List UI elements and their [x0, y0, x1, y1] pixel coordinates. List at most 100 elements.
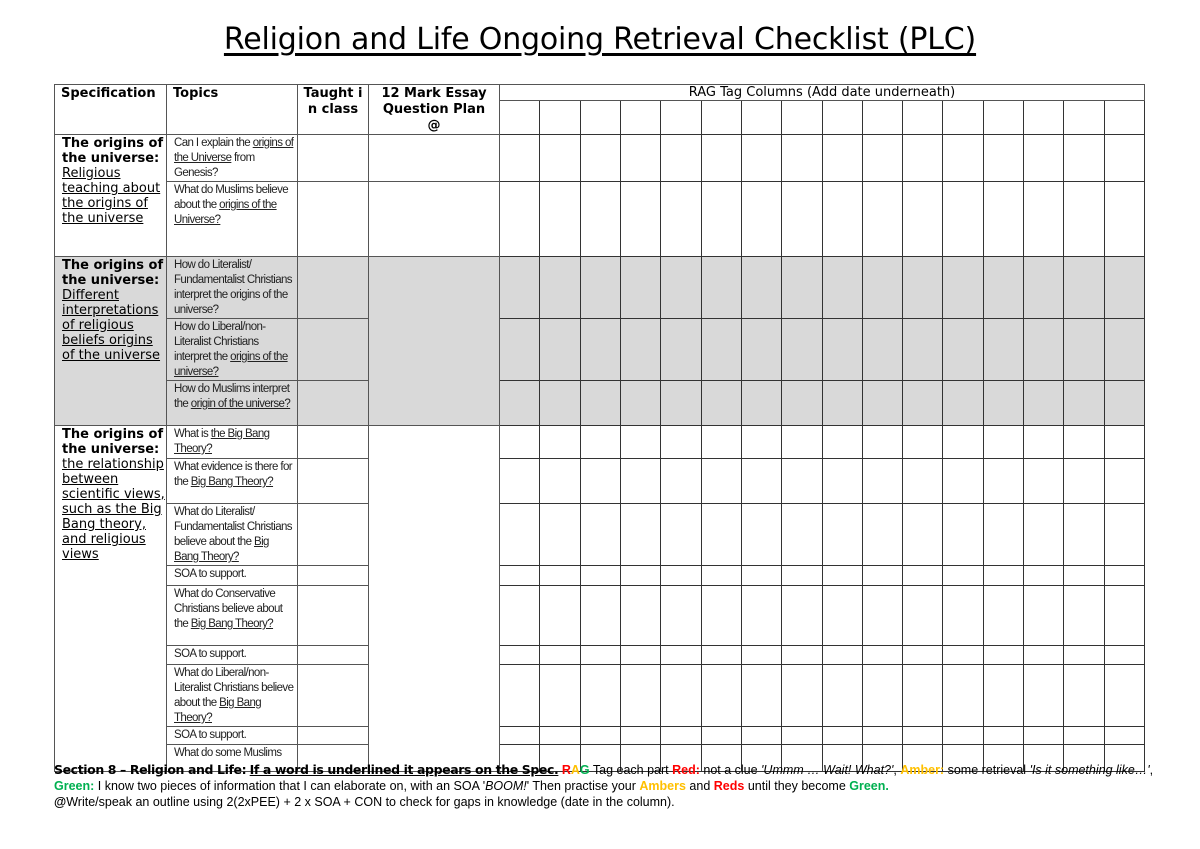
rag-tag-cell[interactable]: [740, 645, 783, 665]
taught-in-class-cell[interactable]: [297, 380, 369, 426]
rag-tag-cell[interactable]: [942, 256, 984, 319]
rag-tag-cell[interactable]: [821, 726, 863, 745]
rag-tag-cell[interactable]: [619, 134, 662, 182]
rag-tag-cell[interactable]: [740, 380, 783, 426]
rag-tag-cell[interactable]: [619, 181, 662, 257]
rag-tag-cell[interactable]: [498, 256, 541, 319]
taught-in-class-cell[interactable]: [297, 744, 369, 772]
rag-tag-cell[interactable]: [700, 503, 742, 566]
rag-tag-cell[interactable]: [660, 645, 702, 665]
rag-tag-cell[interactable]: [498, 664, 541, 727]
rag-tag-cell[interactable]: [700, 664, 742, 727]
rag-date-cell[interactable]: [579, 100, 621, 135]
rag-tag-cell[interactable]: [982, 458, 1025, 504]
rag-tag-cell[interactable]: [1103, 585, 1146, 646]
rag-tag-cell[interactable]: [1103, 134, 1146, 182]
rag-tag-cell[interactable]: [539, 664, 581, 727]
rag-tag-cell[interactable]: [902, 256, 944, 319]
rag-tag-cell[interactable]: [942, 380, 984, 426]
taught-in-class-cell[interactable]: [297, 565, 369, 586]
rag-tag-cell[interactable]: [700, 645, 742, 665]
rag-tag-cell[interactable]: [619, 664, 662, 727]
rag-tag-cell[interactable]: [982, 318, 1025, 381]
rag-tag-cell[interactable]: [942, 664, 984, 727]
rag-tag-cell[interactable]: [700, 458, 742, 504]
rag-date-cell[interactable]: [740, 100, 783, 135]
rag-tag-cell[interactable]: [539, 425, 581, 459]
essay-plan-cell[interactable]: [368, 181, 500, 257]
taught-in-class-cell[interactable]: [297, 134, 369, 182]
rag-tag-cell[interactable]: [619, 503, 662, 566]
rag-tag-cell[interactable]: [1063, 664, 1105, 727]
rag-tag-cell[interactable]: [821, 256, 863, 319]
rag-tag-cell[interactable]: [660, 458, 702, 504]
rag-tag-cell[interactable]: [781, 664, 823, 727]
taught-in-class-cell[interactable]: [297, 458, 369, 504]
rag-tag-cell[interactable]: [781, 134, 823, 182]
rag-tag-cell[interactable]: [1063, 458, 1105, 504]
rag-tag-cell[interactable]: [700, 256, 742, 319]
rag-date-cell[interactable]: [1103, 100, 1146, 135]
rag-tag-cell[interactable]: [498, 744, 541, 772]
rag-tag-cell[interactable]: [861, 256, 904, 319]
rag-tag-cell[interactable]: [942, 458, 984, 504]
rag-tag-cell[interactable]: [700, 726, 742, 745]
essay-plan-cell[interactable]: [368, 425, 500, 772]
rag-tag-cell[interactable]: [498, 585, 541, 646]
rag-tag-cell[interactable]: [902, 134, 944, 182]
rag-tag-cell[interactable]: [982, 256, 1025, 319]
rag-tag-cell[interactable]: [660, 425, 702, 459]
rag-tag-cell[interactable]: [1023, 645, 1065, 665]
rag-tag-cell[interactable]: [660, 181, 702, 257]
rag-tag-cell[interactable]: [579, 380, 621, 426]
rag-tag-cell[interactable]: [619, 565, 662, 586]
rag-tag-cell[interactable]: [1023, 458, 1065, 504]
rag-tag-cell[interactable]: [942, 645, 984, 665]
rag-tag-cell[interactable]: [1063, 181, 1105, 257]
rag-tag-cell[interactable]: [700, 585, 742, 646]
taught-in-class-cell[interactable]: [297, 256, 369, 319]
rag-tag-cell[interactable]: [1103, 565, 1146, 586]
taught-in-class-cell[interactable]: [297, 503, 369, 566]
taught-in-class-cell[interactable]: [297, 181, 369, 257]
rag-tag-cell[interactable]: [660, 503, 702, 566]
rag-tag-cell[interactable]: [539, 458, 581, 504]
rag-tag-cell[interactable]: [1063, 585, 1105, 646]
rag-tag-cell[interactable]: [579, 181, 621, 257]
rag-tag-cell[interactable]: [1023, 585, 1065, 646]
taught-in-class-cell[interactable]: [297, 726, 369, 745]
rag-tag-cell[interactable]: [942, 585, 984, 646]
rag-tag-cell[interactable]: [1063, 503, 1105, 566]
rag-tag-cell[interactable]: [1103, 256, 1146, 319]
rag-tag-cell[interactable]: [1103, 726, 1146, 745]
rag-tag-cell[interactable]: [861, 181, 904, 257]
rag-tag-cell[interactable]: [498, 425, 541, 459]
rag-date-cell[interactable]: [982, 100, 1025, 135]
rag-tag-cell[interactable]: [619, 645, 662, 665]
rag-tag-cell[interactable]: [902, 726, 944, 745]
rag-tag-cell[interactable]: [781, 425, 823, 459]
rag-tag-cell[interactable]: [982, 134, 1025, 182]
rag-date-cell[interactable]: [660, 100, 702, 135]
rag-tag-cell[interactable]: [781, 380, 823, 426]
rag-tag-cell[interactable]: [982, 645, 1025, 665]
rag-tag-cell[interactable]: [1063, 726, 1105, 745]
rag-tag-cell[interactable]: [498, 181, 541, 257]
rag-tag-cell[interactable]: [902, 645, 944, 665]
rag-tag-cell[interactable]: [1103, 503, 1146, 566]
rag-tag-cell[interactable]: [740, 503, 783, 566]
rag-tag-cell[interactable]: [781, 744, 823, 772]
rag-tag-cell[interactable]: [660, 134, 702, 182]
rag-tag-cell[interactable]: [1023, 318, 1065, 381]
rag-tag-cell[interactable]: [861, 585, 904, 646]
rag-tag-cell[interactable]: [982, 664, 1025, 727]
rag-tag-cell[interactable]: [902, 664, 944, 727]
rag-tag-cell[interactable]: [539, 565, 581, 586]
rag-tag-cell[interactable]: [982, 585, 1025, 646]
rag-date-cell[interactable]: [1063, 100, 1105, 135]
rag-tag-cell[interactable]: [861, 744, 904, 772]
rag-tag-cell[interactable]: [942, 565, 984, 586]
rag-tag-cell[interactable]: [1023, 181, 1065, 257]
rag-tag-cell[interactable]: [539, 380, 581, 426]
rag-tag-cell[interactable]: [660, 565, 702, 586]
